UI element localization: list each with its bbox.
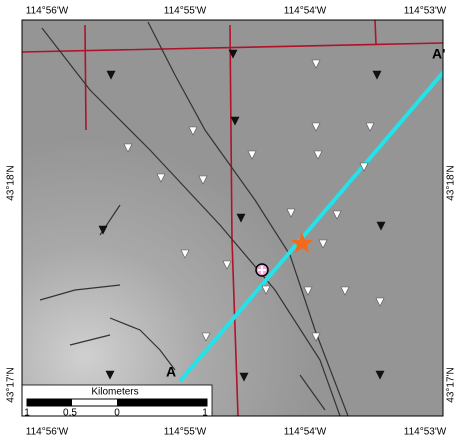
map-figure: A A' Kilometers 114°56'W 114°55'W 114°54'W… (0, 0, 459, 440)
scale-label: 0.5 (63, 408, 77, 419)
top-longitude-label: 114°54'W (284, 6, 327, 17)
scale-label: 0 (114, 408, 120, 419)
profile-start-label: A (166, 364, 176, 380)
scale-segment (117, 399, 207, 406)
scale-label: 1 (24, 408, 30, 419)
bottom-longitude-label: 114°56'W (26, 427, 69, 438)
top-longitude-label: 114°55'W (164, 6, 207, 17)
scale-label: 1 (202, 408, 208, 419)
bottom-longitude-label: 114°54'W (284, 427, 327, 438)
left-latitude-label: 43°18'N (6, 165, 17, 200)
bottom-longitude-label: 114°55'W (164, 427, 207, 438)
profile-end-label: A' (432, 46, 445, 62)
right-latitude-label: 43°18'N (446, 165, 457, 200)
scale-segment (27, 399, 72, 406)
map-area (22, 20, 452, 417)
right-latitude-label: 43°17'N (446, 367, 457, 402)
top-longitude-label: 114°53'W (404, 6, 447, 17)
scale-title: Kilometers (91, 387, 138, 398)
left-latitude-label: 43°17'N (6, 367, 17, 402)
top-longitude-label: 114°56'W (26, 6, 69, 17)
bottom-longitude-label: 114°53'W (404, 427, 447, 438)
